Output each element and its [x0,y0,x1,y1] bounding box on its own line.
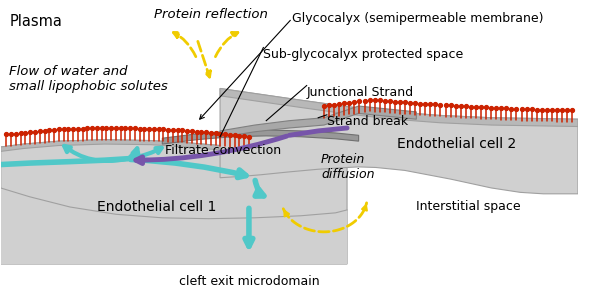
Polygon shape [1,188,347,264]
Polygon shape [1,140,347,165]
Text: Interstitial space: Interstitial space [416,201,521,213]
Polygon shape [220,88,578,126]
Text: Junctional Strand: Junctional Strand [307,86,414,98]
Polygon shape [220,106,416,137]
Polygon shape [163,130,359,144]
Text: Endothelial cell 1: Endothelial cell 1 [97,200,216,214]
Text: Plasma: Plasma [10,14,62,29]
Text: Filtrate convection: Filtrate convection [165,144,281,157]
Text: Protein reflection: Protein reflection [154,8,268,21]
Text: Glycocalyx (semipermeable membrane): Glycocalyx (semipermeable membrane) [292,12,544,25]
Text: Endothelial cell 2: Endothelial cell 2 [397,137,517,151]
Text: Strand break: Strand break [327,115,408,128]
Polygon shape [220,88,578,194]
Text: Protein
diffusion: Protein diffusion [321,153,374,181]
Polygon shape [1,140,347,264]
Text: Sub-glycocalyx protected space: Sub-glycocalyx protected space [263,48,464,61]
Text: Flow of water and
small lipophobic solutes: Flow of water and small lipophobic solut… [10,65,168,93]
Text: cleft exit microdomain: cleft exit microdomain [179,275,319,288]
